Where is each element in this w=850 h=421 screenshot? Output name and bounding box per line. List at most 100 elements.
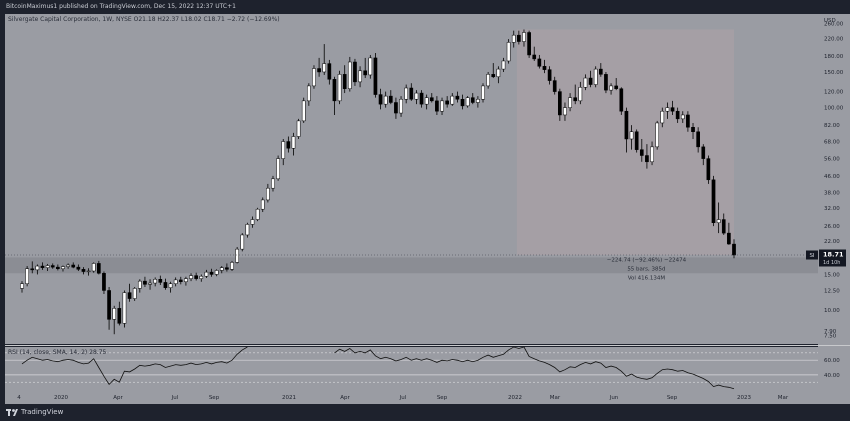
price-tick-label: 10.00 — [824, 308, 840, 314]
tradingview-logo[interactable]: TradingView — [6, 408, 63, 416]
rsi-tick-label: 40.00 — [824, 373, 840, 379]
candle-up — [66, 264, 70, 267]
time-tick-label: Apr — [340, 395, 350, 401]
candle-up — [450, 95, 455, 105]
publisher-bar: BitcoinMaximus1 published on TradingView… — [0, 0, 850, 14]
candle-up — [440, 100, 444, 112]
price-tick-label: 68.00 — [824, 140, 840, 146]
publisher-text: BitcoinMaximus1 published on TradingView… — [6, 3, 236, 10]
candle-down — [552, 80, 557, 92]
price-tick-label: 32.00 — [824, 206, 840, 212]
candle-down — [598, 68, 603, 75]
candle-down — [178, 279, 183, 283]
candle-up — [301, 100, 306, 122]
candle-up — [45, 265, 50, 268]
price-tick-label: 26.00 — [824, 224, 840, 230]
price-tick-label: 7.50 — [824, 333, 837, 339]
candle-up — [358, 70, 362, 83]
candle-up — [35, 265, 40, 271]
price-axis-unit: USD — [824, 18, 836, 24]
candle-down — [558, 91, 562, 116]
candle-down — [614, 85, 619, 89]
candle-down — [81, 269, 86, 272]
candle-down — [532, 54, 537, 60]
candle-up — [404, 87, 409, 100]
candle-down — [470, 97, 475, 103]
price-tick-label: 7.90 — [824, 329, 837, 335]
candle-up — [240, 234, 245, 250]
candle-down — [40, 265, 45, 268]
rsi-pane — [5, 347, 818, 391]
candle-down — [373, 57, 378, 95]
time-tick-label: Sep — [667, 395, 678, 401]
candle-down — [675, 110, 680, 120]
candle-down — [394, 102, 398, 114]
candle-up — [20, 283, 24, 289]
candle-up — [368, 57, 373, 76]
candle-up — [255, 208, 260, 220]
candle-up — [563, 107, 567, 116]
candle-down — [317, 68, 321, 73]
candle-up — [383, 95, 388, 105]
candle-down — [706, 158, 711, 181]
candle-down — [209, 271, 214, 275]
candle-up — [260, 199, 265, 210]
candle-up — [465, 97, 470, 107]
price-tick-label: 82.00 — [824, 123, 840, 129]
rsi-line — [334, 346, 735, 390]
candle-down — [363, 70, 368, 76]
candle-up — [25, 268, 29, 284]
candle-down — [435, 100, 439, 112]
candle-down — [455, 95, 460, 100]
candle-up — [312, 68, 316, 87]
candle-down — [50, 265, 55, 268]
candle-down — [429, 97, 434, 102]
candle-down — [460, 98, 465, 107]
candle-down — [342, 74, 347, 89]
time-tick-label: 2022 — [508, 395, 522, 401]
candle-up — [665, 107, 670, 112]
time-tick-label: Jun — [609, 395, 619, 401]
candle-down — [624, 110, 629, 140]
candle-up — [204, 271, 209, 277]
candle-down — [158, 279, 163, 283]
candle-up — [250, 219, 255, 225]
candle-up — [276, 158, 280, 180]
price-tick-label: 180.00 — [824, 54, 844, 60]
footer-bar: TradingView — [0, 404, 850, 421]
candle-down — [327, 63, 332, 80]
price-tick-label: 220.00 — [824, 36, 844, 42]
rsi-current: 28.75 — [89, 349, 107, 356]
candle-down — [286, 141, 291, 149]
candle-down — [71, 264, 76, 268]
candle-down — [732, 243, 736, 256]
candle-up — [266, 187, 270, 201]
candle-up — [86, 270, 91, 273]
candle-up — [296, 120, 301, 137]
candle-up — [593, 68, 598, 85]
candle-up — [173, 279, 178, 284]
chart-area[interactable]: −224.74 (−92.46%) −22474 55 bars, 385d Vol… — [0, 14, 850, 404]
candle-down — [378, 94, 383, 105]
candle-down — [143, 280, 147, 285]
candle-down — [711, 179, 716, 224]
symbol-name: Silvergate Capital Corporation, 1W, NYSE — [8, 16, 132, 23]
symbol-header: Silvergate Capital Corporation, 1W, NYSE… — [8, 16, 280, 23]
candle-down — [445, 100, 449, 105]
rsi-header: RSI (14, close, SMA, 14, 2) 28.75 — [8, 349, 106, 356]
candle-down — [419, 92, 424, 105]
candle-down — [670, 107, 675, 112]
candle-up — [235, 248, 239, 263]
time-tick-label: Sep — [437, 395, 448, 401]
candle-down — [604, 74, 608, 91]
last-price-tag — [819, 249, 846, 267]
candle-up — [650, 146, 654, 163]
candle-up — [184, 278, 188, 283]
candle-up — [347, 61, 352, 89]
time-tick-label: Mar — [778, 395, 789, 401]
candle-down — [619, 88, 624, 112]
candle-up — [660, 110, 665, 124]
candle-up — [307, 85, 311, 102]
candle-down — [102, 273, 106, 291]
